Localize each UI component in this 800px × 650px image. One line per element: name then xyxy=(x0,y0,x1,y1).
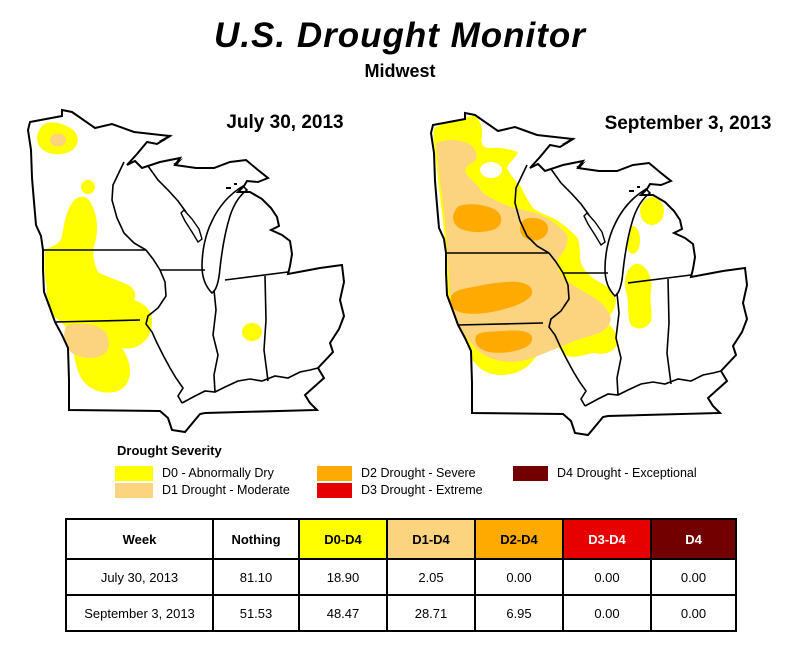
row-value: 81.10 xyxy=(212,558,300,596)
d4-label: D4 Drought - Exceptional xyxy=(557,466,697,480)
col-d0-d4: D0-D4 xyxy=(298,518,388,560)
col-d2-d4: D2-D4 xyxy=(474,518,564,560)
drought-overlays-september xyxy=(433,116,664,375)
page-title: U.S. Drought Monitor xyxy=(214,16,586,55)
map-date-july: July 30, 2013 xyxy=(226,112,344,133)
drought-map-july xyxy=(0,100,360,440)
col-nothing: Nothing xyxy=(212,518,300,560)
d3-label: D3 Drought - Extreme xyxy=(361,483,483,497)
d0-spot-minnesota xyxy=(81,180,95,194)
legend-heading: Drought Severity xyxy=(117,443,222,458)
drought-statistics-table: Week Nothing D0-D4 D1-D4 D2-D4 D3-D4 D4 … xyxy=(65,518,737,632)
d2-area-iowa xyxy=(450,281,533,314)
legend-item-d1: D1 Drought - Moderate xyxy=(115,482,290,498)
d0-area-indiana-ohio xyxy=(625,263,652,329)
d2-swatch xyxy=(317,465,352,481)
drought-overlays-july xyxy=(37,122,262,393)
col-week: Week xyxy=(65,518,214,560)
table-row: September 3, 2013 51.53 48.47 28.71 6.95… xyxy=(65,594,737,632)
row-week: September 3, 2013 xyxy=(65,594,214,632)
page-subtitle: Midwest xyxy=(364,61,436,81)
row-value: 51.53 xyxy=(212,594,300,632)
row-value: 18.90 xyxy=(298,558,388,596)
legend-item-d2: D2 Drought - Severe xyxy=(317,465,476,481)
row-value: 28.71 xyxy=(386,594,476,632)
drought-map-september xyxy=(403,103,763,443)
legend-item-d0: D0 - Abnormally Dry xyxy=(115,465,274,481)
d4-swatch xyxy=(513,465,548,481)
d3-swatch xyxy=(317,482,352,498)
d0-spot-indiana xyxy=(242,323,262,341)
col-d3-d4: D3-D4 xyxy=(562,518,652,560)
row-week: July 30, 2013 xyxy=(65,558,214,596)
row-value: 0.00 xyxy=(650,558,737,596)
row-value: 2.05 xyxy=(386,558,476,596)
legend-item-d3: D3 Drought - Extreme xyxy=(317,482,483,498)
col-d4: D4 xyxy=(650,518,737,560)
d1-label: D1 Drought - Moderate xyxy=(162,483,290,497)
d2-area-missouri xyxy=(475,330,533,353)
white-gap-ne-minnesota xyxy=(480,162,502,178)
row-value: 6.95 xyxy=(474,594,564,632)
d1-area-nw-minnesota xyxy=(50,133,66,147)
map-date-september: September 3, 2013 xyxy=(604,113,772,134)
col-d1-d4: D1-D4 xyxy=(386,518,476,560)
legend-item-d4: D4 Drought - Exceptional xyxy=(513,465,697,481)
table-header-row: Week Nothing D0-D4 D1-D4 D2-D4 D3-D4 D4 xyxy=(65,518,737,560)
d1-swatch xyxy=(115,482,153,498)
d0-spot-north-michigan xyxy=(640,197,664,225)
d1-area-sw-iowa xyxy=(64,324,109,359)
d0-area-iowa-missouri xyxy=(44,196,153,393)
d2-label: D2 Drought - Severe xyxy=(361,466,476,480)
d0-swatch xyxy=(115,465,153,481)
row-value: 48.47 xyxy=(298,594,388,632)
table-row: July 30, 2013 81.10 18.90 2.05 0.00 0.00… xyxy=(65,558,737,596)
row-value: 0.00 xyxy=(562,594,652,632)
d0-label: D0 - Abnormally Dry xyxy=(162,466,274,480)
row-value: 0.00 xyxy=(650,594,737,632)
row-value: 0.00 xyxy=(474,558,564,596)
d2-area-minnesota xyxy=(453,204,502,232)
row-value: 0.00 xyxy=(562,558,652,596)
